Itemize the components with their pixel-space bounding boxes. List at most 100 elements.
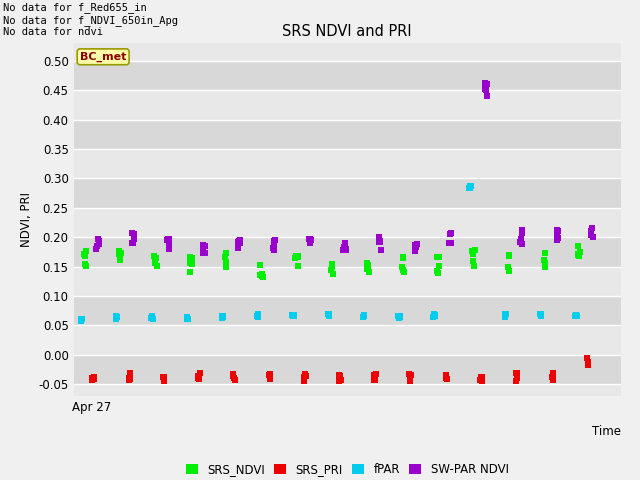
Point [477,376,488,384]
Point [124,376,134,384]
Point [442,371,452,379]
Point [534,311,545,318]
Point [586,231,596,239]
Point [114,248,124,255]
Point [230,376,240,384]
Point [92,242,102,250]
Point [221,261,232,268]
Point [336,376,346,384]
Point [159,377,169,385]
Point [482,80,492,87]
Point [465,182,476,190]
Point [573,242,583,250]
Point [87,374,97,382]
Point [268,244,278,252]
Point [326,266,336,274]
Point [430,312,440,320]
Point [369,371,379,379]
Point [164,235,174,242]
Point [200,242,210,250]
Point [111,315,122,323]
Point [257,273,268,280]
Point [150,259,160,267]
Point [429,312,440,320]
Point [235,239,245,247]
Point [339,246,349,254]
Point [570,312,580,319]
Point [293,262,303,269]
Point [270,236,280,244]
Point [374,238,384,246]
Point [404,375,415,383]
Point [362,259,372,267]
Point [125,369,135,377]
Point [500,313,511,321]
Point [476,373,486,381]
Point [582,355,592,362]
Point [197,241,207,249]
Point [157,373,168,381]
Point [159,374,170,382]
Point [334,377,344,384]
Point [93,237,104,244]
Point [442,375,452,383]
Point [193,374,204,382]
Point [588,233,598,240]
Point [76,317,86,325]
Text: BC_met: BC_met [80,52,126,62]
Point [440,374,451,382]
Point [151,254,161,262]
Point [326,263,337,271]
Point [511,377,521,384]
Point [570,312,580,319]
Point [200,249,210,256]
Point [536,312,546,320]
Point [185,259,195,267]
Point [111,314,122,322]
Point [228,370,239,377]
Point [159,373,170,381]
Point [397,266,408,274]
Point [465,182,476,190]
Point [255,261,266,269]
Point [371,370,381,377]
Point [468,250,478,258]
Point [81,248,91,255]
Point [324,311,334,318]
Point [326,262,337,269]
Point [428,313,438,321]
Point [124,374,134,382]
Point [114,250,124,258]
Point [446,240,456,247]
Point [86,376,97,384]
Point [582,358,593,366]
Point [397,263,408,271]
Point [540,259,550,267]
Point [500,310,510,318]
Point [445,230,455,238]
Point [269,246,280,253]
Point [233,238,243,246]
Point [504,252,514,260]
Point [481,86,491,94]
Point [393,312,403,319]
Point [446,229,456,237]
Point [126,240,136,247]
Point [323,312,333,320]
Point [404,371,415,378]
Point [255,271,266,279]
Point [305,237,316,244]
Point [301,372,311,379]
Point [77,315,87,323]
Bar [74,355,621,384]
Point [193,375,204,383]
Text: Time: Time [592,425,621,438]
Point [536,312,547,319]
Point [217,312,227,320]
Point [552,236,562,244]
Point [358,312,369,320]
Point [469,262,479,270]
Point [94,240,104,248]
Point [539,256,549,264]
Point [573,251,583,258]
